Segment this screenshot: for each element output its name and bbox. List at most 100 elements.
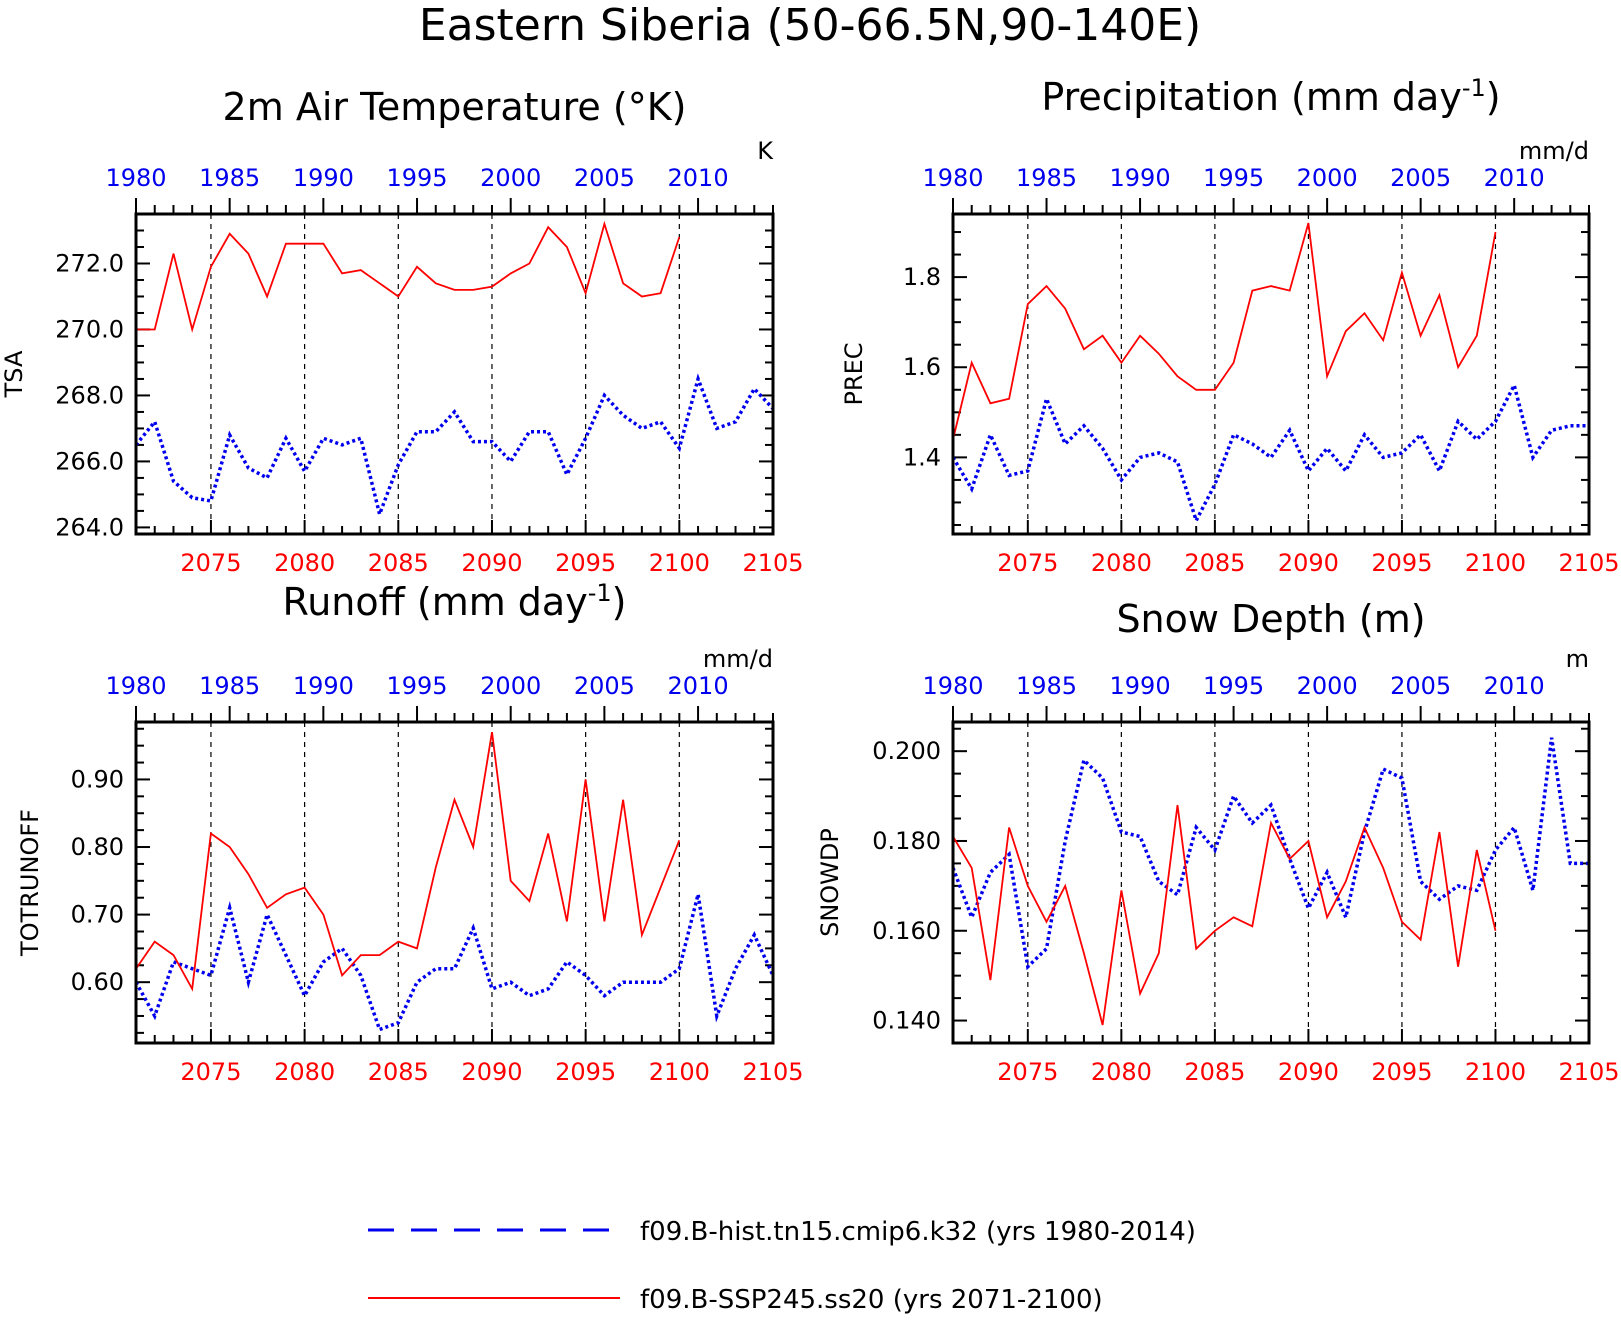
y-tick-label: 0.90 [71, 765, 124, 793]
units-label: m [1566, 645, 1589, 673]
x-tick-label-top: 1980 [105, 672, 166, 700]
x-tick-label-top: 2010 [1484, 164, 1545, 192]
series-line-future [136, 220, 681, 333]
y-tick-label: 270.0 [55, 315, 124, 343]
x-tick-label-top: 2000 [1297, 672, 1358, 700]
x-tick-label-top: 1995 [1203, 672, 1264, 700]
x-tick-label-bottom: 2075 [997, 549, 1058, 577]
x-tick-label-top: 2005 [574, 672, 635, 700]
x-tick-label-bottom: 2085 [1184, 549, 1245, 577]
x-tick-label-bottom: 2100 [649, 1058, 710, 1086]
y-tick-label: 1.6 [903, 353, 941, 381]
x-tick-label-bottom: 2080 [1091, 1058, 1152, 1086]
plot-frame [134, 212, 775, 536]
series-line-future [952, 804, 1497, 1026]
units-label: mm/d [1519, 137, 1589, 165]
y-axis-label: TOTRUNOFF [16, 809, 44, 957]
x-tick-label-bottom: 2095 [1371, 549, 1432, 577]
x-tick-label-top: 2005 [574, 164, 635, 192]
x-tick-label-top: 2010 [668, 672, 729, 700]
chart-panels: 2m Air Temperature (°K) K TSA 2075 2080 2085 2… [0, 74, 1620, 1086]
panel-snow-depth: Snow Depth (m) m SNOWDP 2075 2080 2085 2090 209… [816, 597, 1620, 1086]
y-tick-label: 0.60 [71, 968, 124, 996]
series-line-future [135, 731, 681, 992]
y-tick-label: 0.70 [71, 901, 124, 929]
y-tick-label: 266.0 [55, 447, 124, 475]
series-line-future [952, 222, 1497, 440]
series-line-hist [134, 893, 775, 1032]
legend-hist-label: f09.B-hist.tn15.cmip6.k32 (yrs 1980-2014… [640, 1217, 1196, 1247]
x-tick-label-bottom: 2100 [649, 549, 710, 577]
x-tick-label-bottom: 2080 [274, 549, 335, 577]
x-tick-label-top: 1980 [922, 164, 983, 192]
x-tick-label-top: 1995 [1203, 164, 1264, 192]
y-tick-label: 272.0 [55, 249, 124, 277]
x-tick-label-top: 2010 [668, 164, 729, 192]
x-tick-label-bottom: 2105 [742, 549, 803, 577]
plot-frame [134, 720, 775, 1045]
figure-title: Eastern Siberia (50-66.5N,90-140E) [419, 0, 1201, 51]
legend-future-label: f09.B-SSP245.ss20 (yrs 2071-2100) [640, 1285, 1103, 1315]
x-tick-label-bottom: 2105 [742, 1058, 803, 1086]
x-tick-label-bottom: 2085 [368, 549, 429, 577]
x-tick-label-top: 2005 [1390, 164, 1451, 192]
y-tick-label: 0.140 [872, 1007, 941, 1035]
x-tick-label-bottom: 2075 [180, 1058, 241, 1086]
y-axis-label: TSA [0, 350, 28, 398]
x-tick-label-bottom: 2105 [1558, 549, 1619, 577]
y-tick-label: 268.0 [55, 381, 124, 409]
panel-title: Snow Depth (m) [1116, 597, 1425, 641]
panel-title: 2m Air Temperature (°K) [223, 85, 687, 129]
x-tick-label-bottom: 2075 [180, 549, 241, 577]
x-tick-label-top: 1985 [199, 164, 260, 192]
x-tick-label-top: 2010 [1484, 672, 1545, 700]
x-tick-label-top: 1985 [199, 672, 260, 700]
y-tick-label: 0.180 [872, 827, 941, 855]
panel-temperature: 2m Air Temperature (°K) K TSA 2075 2080 2085 2… [0, 85, 804, 577]
x-tick-label-bottom: 2085 [368, 1058, 429, 1086]
y-tick-label: 264.0 [55, 513, 124, 541]
x-tick-label-top: 2000 [1297, 164, 1358, 192]
x-tick-label-top: 1980 [922, 672, 983, 700]
x-tick-label-top: 1990 [293, 164, 354, 192]
panel-title: Runoff (mm day-1) [283, 579, 627, 624]
y-tick-label: 1.8 [903, 263, 941, 291]
panel-title: Precipitation (mm day-1) [1041, 74, 1500, 119]
units-label: K [757, 137, 774, 165]
units-label: mm/d [703, 645, 773, 673]
x-tick-label-top: 1995 [386, 164, 447, 192]
x-tick-label-top: 1985 [1016, 672, 1077, 700]
x-tick-label-bottom: 2095 [1371, 1058, 1432, 1086]
x-tick-label-top: 2000 [480, 164, 541, 192]
x-tick-label-bottom: 2080 [274, 1058, 335, 1086]
y-tick-label: 0.160 [872, 917, 941, 945]
series-line-hist [134, 373, 775, 521]
x-tick-label-bottom: 2080 [1091, 549, 1152, 577]
x-tick-label-bottom: 2095 [555, 549, 616, 577]
x-tick-label-bottom: 2095 [555, 1058, 616, 1086]
legend: f09.B-hist.tn15.cmip6.k32 (yrs 1980-2014… [368, 1217, 1196, 1315]
panel-precipitation: Precipitation (mm day-1) mm/d PREC 2075 2080… [840, 74, 1620, 577]
plot-frame [951, 720, 1591, 1045]
y-tick-label: 0.200 [872, 737, 941, 765]
x-tick-label-bottom: 2090 [461, 1058, 522, 1086]
plot-frame [951, 212, 1591, 536]
x-tick-label-bottom: 2090 [461, 549, 522, 577]
series-line-hist [951, 737, 1589, 971]
y-tick-label: 0.80 [71, 833, 124, 861]
x-tick-label-bottom: 2075 [997, 1058, 1058, 1086]
x-tick-label-bottom: 2090 [1278, 1058, 1339, 1086]
x-tick-label-top: 2005 [1390, 672, 1451, 700]
series-line-hist [951, 380, 1589, 526]
x-tick-label-top: 1985 [1016, 164, 1077, 192]
y-tick-label: 1.4 [903, 443, 941, 471]
x-tick-label-bottom: 2100 [1465, 549, 1526, 577]
x-tick-label-bottom: 2090 [1278, 549, 1339, 577]
x-tick-label-top: 1990 [293, 672, 354, 700]
y-axis-label: SNOWDP [816, 828, 844, 937]
x-tick-label-top: 2000 [480, 672, 541, 700]
x-tick-label-bottom: 2105 [1558, 1058, 1619, 1086]
x-tick-label-bottom: 2085 [1184, 1058, 1245, 1086]
x-tick-label-top: 1990 [1110, 164, 1171, 192]
